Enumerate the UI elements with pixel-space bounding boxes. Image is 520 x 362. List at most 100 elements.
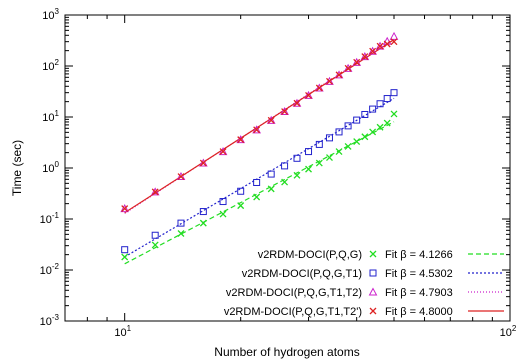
data-point	[281, 178, 289, 186]
data-point	[281, 108, 289, 115]
data-point	[266, 115, 276, 124]
data-point	[253, 178, 261, 186]
data-point	[335, 71, 343, 79]
legend-fit-label: Fit β = 4.8000	[385, 306, 453, 318]
data-point	[219, 148, 227, 156]
fit-line	[124, 97, 395, 258]
data-point	[150, 187, 160, 196]
data-point	[369, 128, 377, 136]
data-point	[267, 116, 275, 124]
data-point	[219, 198, 227, 206]
y-tick-label: 101	[42, 109, 59, 124]
data-point	[219, 210, 227, 218]
data-point	[390, 110, 398, 118]
data-point	[151, 241, 159, 249]
data-point	[315, 84, 323, 92]
data-point	[252, 125, 261, 134]
ticks: 101 102 10-3 10-2 10-1 100 101 102 103	[40, 7, 517, 339]
data-point	[120, 204, 130, 213]
legend-marker	[369, 307, 377, 315]
data-point	[335, 128, 343, 136]
data-point	[236, 135, 246, 144]
data-point	[199, 159, 207, 167]
y-tick-label: 10-3	[40, 313, 60, 328]
data-point	[292, 98, 302, 107]
x-tick-label: 102	[500, 324, 517, 339]
legend-fit-label: Fit β = 4.7903	[385, 287, 453, 299]
data-point	[353, 138, 361, 146]
data-point	[344, 64, 352, 72]
y-tick-label: 100	[42, 160, 59, 175]
data-point	[375, 41, 385, 50]
y-tick-label: 102	[42, 58, 59, 73]
y-tick-label: 103	[42, 7, 59, 22]
data-point	[335, 148, 343, 156]
data-point	[293, 99, 301, 107]
data-point	[218, 147, 228, 156]
data-point	[121, 246, 129, 254]
data-point	[361, 133, 369, 141]
data-point	[369, 47, 377, 55]
data-point	[325, 134, 333, 142]
data-point	[390, 89, 398, 97]
data-point	[353, 58, 361, 66]
data-point	[267, 170, 275, 178]
data-point	[237, 187, 245, 195]
data-point	[325, 76, 334, 85]
data-point	[177, 219, 185, 227]
data-point	[376, 123, 384, 131]
data-point	[176, 171, 186, 181]
data-point	[121, 253, 129, 261]
data-point	[121, 205, 129, 213]
data-point	[343, 63, 353, 72]
data-point	[383, 40, 391, 48]
data-point	[177, 230, 185, 237]
data-point	[293, 171, 301, 179]
data-point	[177, 173, 185, 181]
data-point	[199, 208, 207, 216]
x-tick-label: 101	[114, 324, 131, 339]
fit-lines	[124, 38, 395, 265]
data-point	[305, 148, 313, 156]
data-point	[361, 53, 369, 61]
y-axis-label: Time (sec)	[10, 140, 24, 196]
data-point	[344, 142, 352, 150]
data-point	[293, 154, 301, 162]
data-point	[334, 70, 344, 79]
data-point	[383, 119, 391, 127]
data-point	[361, 110, 369, 118]
data-point	[281, 162, 289, 170]
data-point	[376, 42, 384, 50]
data-point	[344, 122, 352, 130]
data-point	[280, 106, 289, 116]
data-point	[360, 52, 370, 61]
legend-series-name: v2RDM-DOCI(P,Q,G,T1,T2)	[226, 287, 362, 299]
data-point	[305, 91, 312, 99]
legend: v2RDM-DOCI(P,Q,G) Fit β = 4.1266 v2RDM-DOC…	[224, 249, 504, 318]
legend-fit-label: Fit β = 4.1266	[385, 249, 453, 261]
data-point	[237, 202, 245, 210]
x-axis-label: Number of hydrogen atoms	[214, 345, 359, 359]
data-markers	[120, 31, 399, 261]
legend-series-name: v2RDM-DOCI(P,Q,G)	[258, 249, 362, 261]
data-point	[253, 193, 261, 201]
data-point	[151, 231, 159, 239]
data-point	[376, 100, 384, 108]
data-point	[314, 83, 324, 92]
data-point	[151, 188, 159, 196]
data-point	[369, 105, 377, 113]
data-point	[198, 158, 208, 167]
data-point	[315, 159, 323, 167]
fit-line	[124, 121, 395, 265]
data-point	[390, 38, 398, 46]
legend-fit-label: Fit β = 4.5302	[385, 268, 453, 280]
data-point	[353, 116, 361, 124]
y-tick-label: 10-1	[40, 211, 60, 226]
data-point	[253, 126, 261, 134]
data-point	[305, 165, 312, 173]
data-point	[326, 77, 333, 85]
data-point	[383, 95, 391, 103]
legend-marker	[368, 287, 378, 296]
data-point	[304, 90, 313, 99]
